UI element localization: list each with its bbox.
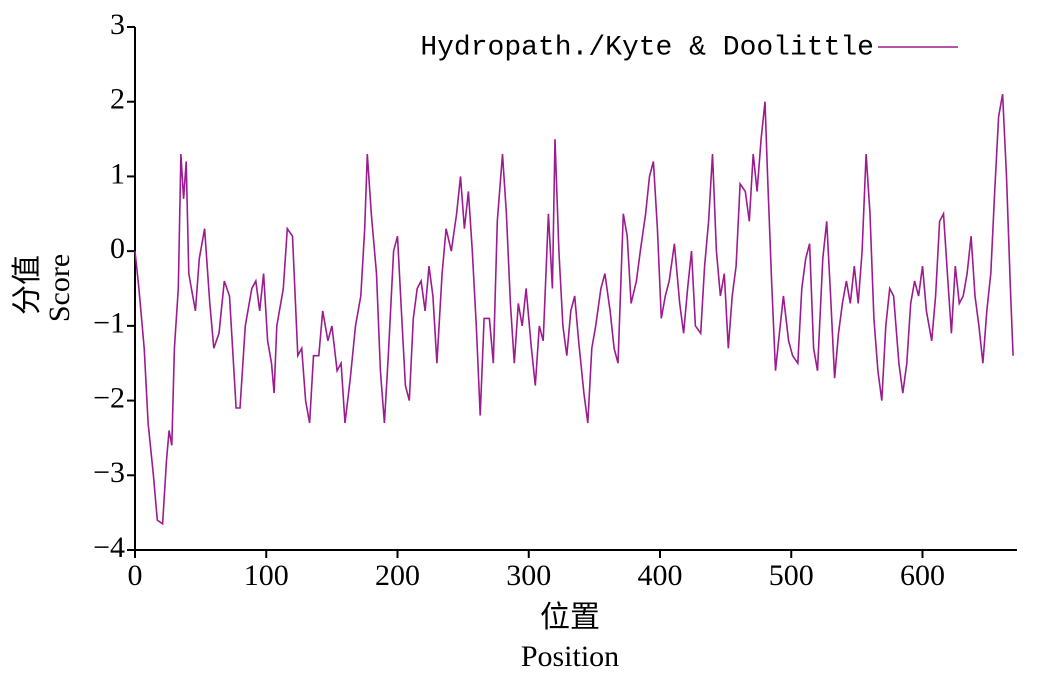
data-line bbox=[134, 94, 1014, 526]
x-label-cn: 位置 bbox=[540, 601, 600, 634]
x-tick-label: 0 bbox=[128, 559, 143, 592]
x-tick-label: 400 bbox=[638, 559, 683, 592]
y-tick-label: −2 bbox=[93, 381, 125, 414]
y-tick-label: 3 bbox=[110, 8, 125, 41]
x-tick-label: 600 bbox=[900, 559, 945, 592]
legend-label: Hydropath./Kyte & Doolittle bbox=[420, 32, 874, 63]
x-tick-label: 100 bbox=[244, 559, 289, 592]
y-tick-label: −4 bbox=[93, 531, 125, 564]
y-label-en: Score bbox=[43, 254, 76, 322]
x-label-en: Position bbox=[521, 640, 619, 673]
y-tick-label: −1 bbox=[93, 307, 125, 340]
x-tick-label: 300 bbox=[506, 559, 551, 592]
y-tick-label: 1 bbox=[110, 157, 125, 190]
x-tick-label: 500 bbox=[769, 559, 814, 592]
y-tick-label: −3 bbox=[93, 456, 125, 489]
y-label-cn: 分值 bbox=[11, 255, 44, 315]
y-tick-label: 0 bbox=[110, 232, 125, 265]
x-tick-label: 200 bbox=[375, 559, 420, 592]
y-tick-label: 2 bbox=[110, 83, 125, 116]
